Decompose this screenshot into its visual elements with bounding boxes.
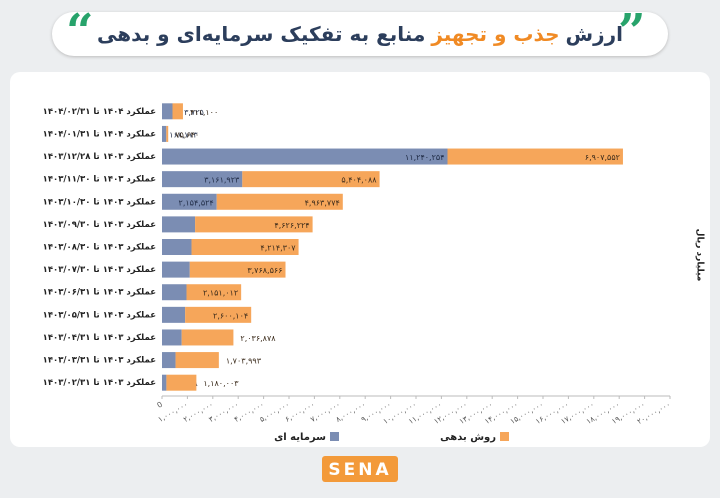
title-banner: ارزش جذب و تجهیز منابع به تفکیک سرمایه‌ا… bbox=[52, 12, 668, 56]
bar-segment bbox=[172, 103, 183, 120]
value-label: ۷۵,۶۴۰ bbox=[175, 130, 199, 139]
legend-swatch bbox=[330, 432, 339, 441]
bar-segment bbox=[166, 125, 169, 142]
title-part: منابع به تفکیک سرمایه‌ای و بدهی bbox=[97, 22, 426, 46]
bar-segment bbox=[162, 193, 217, 210]
bar-segment bbox=[186, 284, 242, 301]
y-tick-label: عملکرد ۱۴۰۳ تا ۱۴۰۳/۰۳/۳۱ bbox=[43, 356, 156, 366]
bar-segment bbox=[162, 284, 187, 301]
bar-segment bbox=[162, 306, 186, 323]
y-tick-label: عملکرد ۱۴۰۴ تا ۱۴۰۴/۰۱/۳۱ bbox=[43, 129, 156, 139]
bar-segment bbox=[216, 193, 343, 210]
bar-segment bbox=[175, 352, 219, 369]
bar-segment bbox=[162, 329, 182, 346]
y-tick-label: عملکرد ۱۴۰۳ تا ۱۴۰۳/۰۶/۳۱ bbox=[43, 288, 156, 298]
bar-segment bbox=[191, 239, 299, 255]
y-tick-label: عملکرد ۱۴۰۳ تا ۱۴۰۳/۰۸/۳۰ bbox=[43, 243, 156, 253]
title-part: ارزش bbox=[565, 22, 623, 46]
bar-segment bbox=[162, 103, 173, 120]
bar-segment bbox=[185, 306, 252, 323]
y-tick-label: عملکرد ۱۴۰۳ تا ۱۴۰۳/۰۷/۳۰ bbox=[43, 265, 156, 275]
bar-segment bbox=[166, 374, 197, 391]
bar-segment bbox=[242, 171, 380, 188]
y-tick-label: عملکرد ۱۴۰۳ تا ۱۴۰۳/۱۱/۳۰ bbox=[43, 175, 156, 185]
bar-segment bbox=[162, 125, 167, 142]
value-label: ۴۱۳,۷۲۵ bbox=[176, 108, 204, 117]
value-label: ۱۶۸,۷۷۳ bbox=[169, 130, 198, 139]
y-tick-label: عملکرد ۱۴۰۳ تا ۱۴۰۳/۱۰/۳۰ bbox=[43, 197, 156, 207]
bar-segment bbox=[162, 239, 192, 255]
legend-label: روش بدهی bbox=[440, 432, 496, 443]
bar-segment bbox=[162, 171, 243, 188]
bar-segment bbox=[447, 148, 623, 165]
bar-segment bbox=[181, 329, 234, 346]
title-part: جذب و تجهیز bbox=[431, 22, 560, 46]
y-axis-label: میلیارد ریال bbox=[695, 229, 705, 282]
value-label: ۳,۷۶۸,۵۶۶ bbox=[247, 266, 282, 275]
value-label: ۲,۱۵۱,۰۱۲ bbox=[203, 289, 238, 298]
bar-segment bbox=[162, 148, 448, 165]
legend-swatch bbox=[500, 432, 509, 441]
value-label: ۲,۱۵۴,۵۲۴ bbox=[179, 198, 214, 207]
logo-box bbox=[322, 456, 398, 482]
y-tick-label: عملکرد ۱۴۰۳ تا ۱۴۰۳/۱۲/۲۸ bbox=[43, 152, 156, 162]
value-label: ۴۱۱,۱۰۰ bbox=[190, 108, 218, 117]
y-tick-label: عملکرد ۱۴۰۳ تا ۱۴۰۳/۰۹/۳۰ bbox=[43, 220, 156, 230]
bar-segment bbox=[162, 374, 167, 391]
logo: SENA bbox=[328, 460, 391, 480]
bar-segment bbox=[195, 216, 313, 233]
bar-segment bbox=[189, 261, 286, 278]
x-tick-label: 0 bbox=[155, 400, 164, 410]
value-label: ۳,۱۶۱,۹۲۳ bbox=[204, 176, 240, 185]
bar-segment bbox=[162, 216, 196, 233]
chart-panel bbox=[10, 72, 710, 447]
value-label: ۱۱,۲۴۰,۲۵۴ bbox=[405, 153, 444, 162]
legend-label: سرمایه ای bbox=[274, 432, 326, 443]
quote-icon: “ bbox=[66, 4, 94, 60]
value-label: ۴,۹۶۳,۷۷۴ bbox=[305, 198, 340, 207]
value-label: ۲,۶۰۰,۱۰۴ bbox=[213, 311, 248, 320]
value-label: ۱,۱۸۰,۰۰۳ bbox=[203, 379, 239, 388]
y-tick-label: عملکرد ۱۴۰۳ تا ۱۴۰۳/۰۲/۳۱ bbox=[43, 378, 156, 388]
bar-segment bbox=[162, 352, 176, 369]
y-tick-label: عملکرد ۱۴۰۳ تا ۱۴۰۳/۰۴/۳۱ bbox=[43, 333, 156, 343]
value-label: ۲,۰۳۶,۸۷۸ bbox=[240, 334, 276, 343]
value-label: ۴,۲۱۴,۳۰۷ bbox=[260, 244, 296, 253]
bar-segment bbox=[162, 261, 190, 278]
y-tick-label: عملکرد ۱۴۰۴ تا ۱۴۰۴/۰۲/۳۱ bbox=[43, 107, 156, 117]
y-tick-label: عملکرد ۱۴۰۳ تا ۱۴۰۳/۰۵/۳۱ bbox=[43, 310, 156, 320]
value-label: ۵,۴۰۴,۰۸۸ bbox=[341, 176, 377, 185]
quote-icon: ” bbox=[618, 4, 646, 60]
value-label: ۶,۹۰۷,۵۵۲ bbox=[585, 153, 620, 162]
value-label: ۱,۷۰۳,۹۹۳ bbox=[226, 357, 262, 366]
value-label: ۴,۶۲۶,۲۲۴ bbox=[274, 221, 309, 230]
